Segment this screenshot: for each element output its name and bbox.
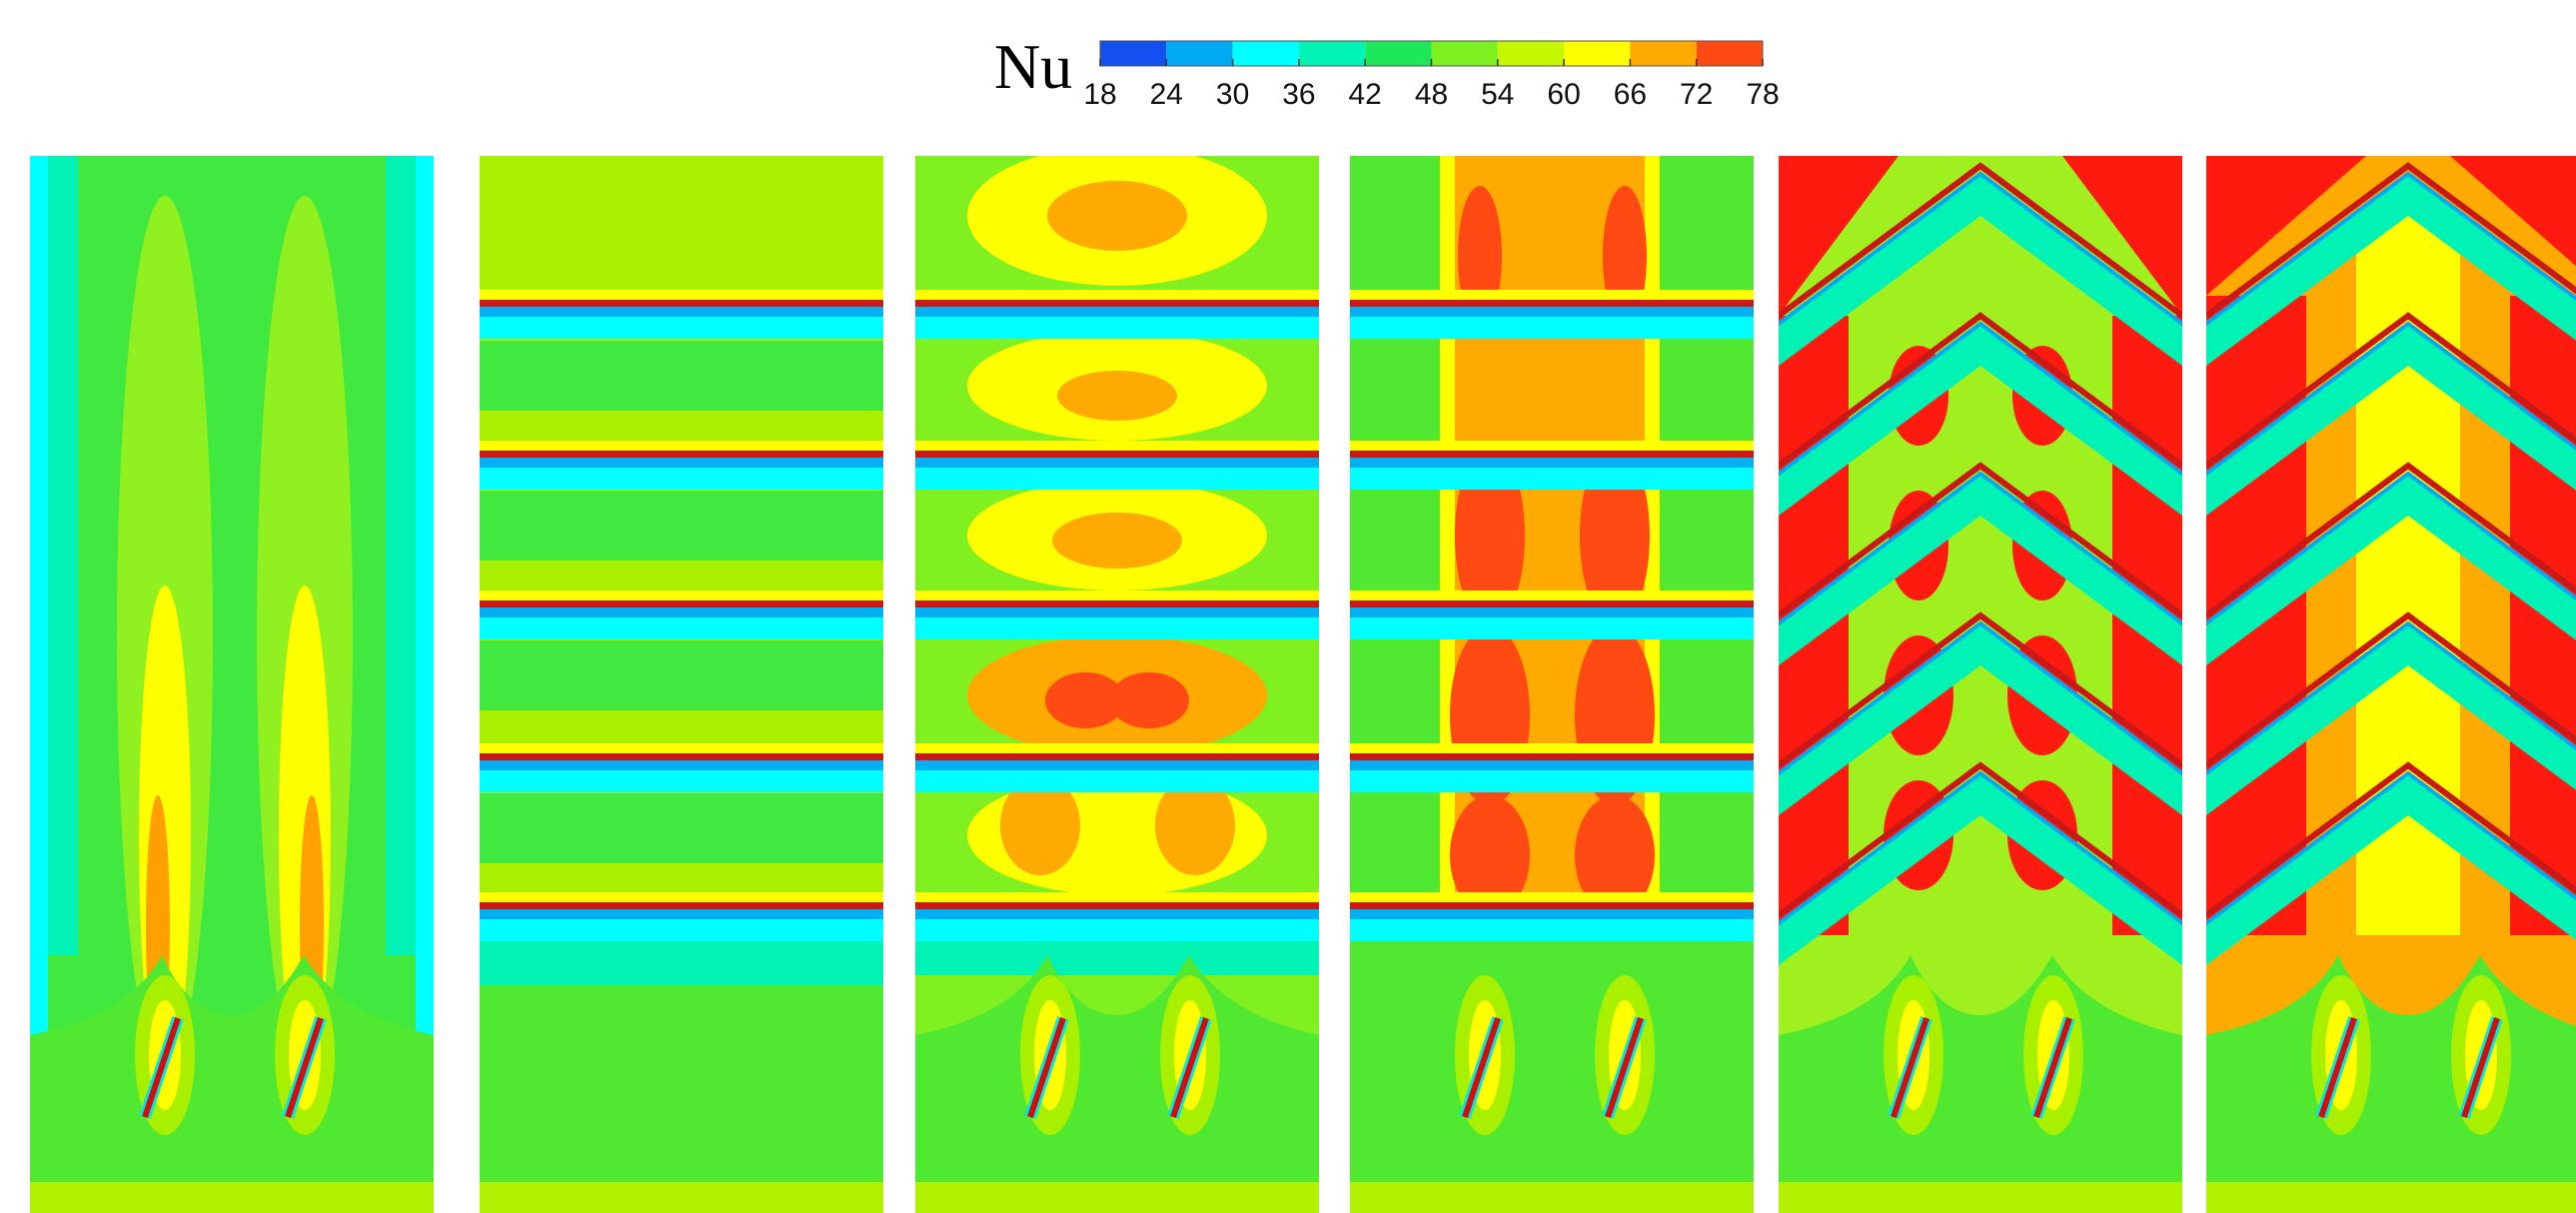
colorbar-segment [1432,41,1498,66]
contour-shape [480,441,883,490]
contour-shape [48,156,78,955]
contour-shape [480,290,883,339]
contour-shape [1052,513,1182,569]
contour-shape [480,341,883,411]
contour-shape [915,290,1319,339]
colorbar-segment [1299,41,1365,66]
tick-label: 30 [1216,78,1249,111]
contour-shape [915,743,1319,792]
contour-shape [1350,290,1754,339]
contour-shape [1350,441,1754,490]
contour-shape [386,156,416,955]
tick-label: 54 [1481,78,1514,111]
panel [1350,156,1754,1213]
colorbar-segment [1498,41,1564,66]
panel [30,156,434,1213]
panel [1779,156,2182,1213]
tick-label: 36 [1282,78,1315,111]
contour-shape [1350,743,1754,792]
tick-label: 48 [1415,78,1448,111]
contour-shape [1350,892,1754,941]
colorbar-segment [1630,41,1696,66]
contour-shape [480,892,883,941]
panel [915,146,1319,1213]
contour-shape [915,591,1319,639]
tick-label: 42 [1349,78,1382,111]
tick-label: 18 [1083,78,1116,111]
tick-label: 78 [1746,78,1779,111]
panel [480,156,883,1213]
colorbar-segment [1233,41,1299,66]
contour-shape [1047,181,1187,251]
contour-shape [1350,591,1754,639]
contour-shape [480,793,883,863]
contour-shape [480,491,883,561]
tick-label: 72 [1680,78,1713,111]
contour-shape [480,591,883,639]
contour-shape [416,156,434,1055]
contour-shape [480,1182,883,1213]
colorbar-segment [1564,41,1630,66]
tick-label: 24 [1150,78,1183,111]
colorbar-segment [1166,41,1232,66]
contour-shape [480,640,883,710]
contour-shape [1057,371,1177,421]
tick-label: 66 [1614,78,1647,111]
contour-shape [480,935,883,985]
tick-label: 60 [1547,78,1580,111]
legend-title: Nu [994,31,1072,102]
contour-shape [915,892,1319,941]
contour-shape [30,156,48,1055]
colorbar-segment [1100,41,1166,66]
colorbar-segment [1697,41,1763,66]
panel [2206,156,2576,1213]
figure: Nu 18 24 30 36 42 48 54 60 66 72 78 [0,0,2576,1213]
colorbar: 18 24 30 36 42 48 54 60 66 72 78 [1083,41,1779,111]
contour-shape [915,441,1319,490]
contour-shape [480,985,883,1213]
contour-shape [1109,672,1189,728]
colorbar-segment [1365,41,1431,66]
contour-shape [480,743,883,792]
